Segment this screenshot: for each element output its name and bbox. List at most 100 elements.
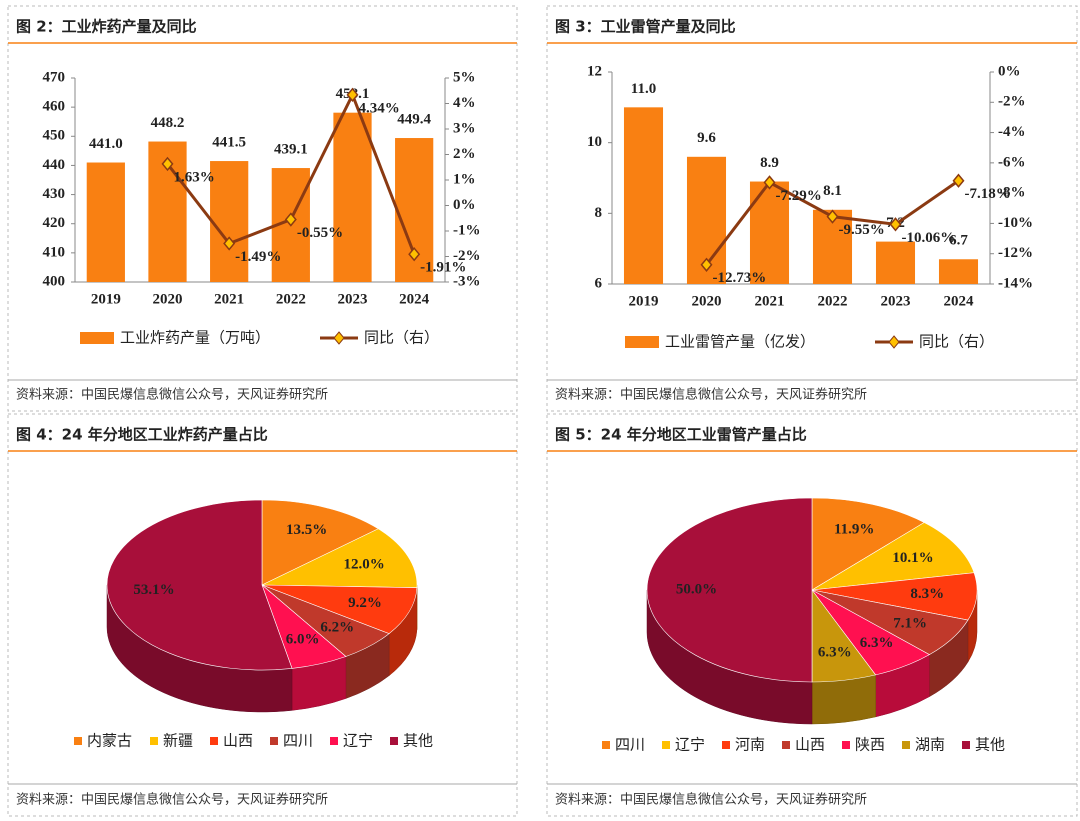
legend-swatch — [74, 737, 82, 745]
line-value-label: -9.55% — [839, 222, 885, 238]
legend-label: 新疆 — [163, 732, 193, 750]
panel-frame — [546, 413, 1078, 817]
legend-swatch — [602, 741, 610, 749]
y2-tick-label: -12% — [998, 245, 1033, 261]
y2-tick-label: 1% — [453, 171, 476, 187]
bar-value-label: 441.5 — [212, 134, 246, 150]
x-tick-label: 2022 — [818, 293, 848, 309]
legend-label: 四川 — [615, 736, 645, 754]
x-tick-label: 2020 — [153, 291, 183, 307]
x-tick-label: 2021 — [755, 293, 785, 309]
source-note: 资料来源：中国民爆信息微信公众号，天风证券研究所 — [555, 792, 867, 808]
panel-frame — [7, 5, 518, 412]
pie-side — [811, 674, 876, 725]
bar-value-label: 449.4 — [397, 111, 431, 127]
pie-slice — [106, 499, 293, 671]
legend-swatch — [390, 737, 398, 745]
bar — [875, 241, 916, 284]
bar-value-label: 9.6 — [697, 130, 716, 146]
pie-sides — [646, 589, 978, 725]
pie-value-label: 6.0% — [286, 632, 320, 648]
pie-value-label: 6.3% — [818, 645, 852, 661]
y-tick-label: 410 — [43, 244, 66, 260]
legend-swatch — [270, 737, 278, 745]
line-value-label: -7.18% — [965, 186, 1011, 202]
line-value-label: -12.73% — [713, 270, 767, 286]
pie-value-label: 12.0% — [343, 556, 384, 572]
y-tick-label: 450 — [43, 128, 66, 144]
pie-tops — [106, 499, 418, 671]
legend-swatch — [722, 741, 730, 749]
legend-swatch — [330, 737, 338, 745]
bar — [333, 112, 372, 283]
y2-tick-label: -14% — [998, 275, 1033, 291]
y-tick-label: 470 — [43, 69, 66, 85]
x-tick-label: 2021 — [214, 291, 244, 307]
legend-label: 湖南 — [915, 736, 945, 754]
line-point — [700, 257, 713, 272]
panel-frame — [7, 413, 518, 817]
y2-tick-label: -3% — [453, 273, 481, 289]
y2-tick-label: 2% — [453, 146, 476, 162]
panel-frame — [546, 5, 1078, 412]
line-value-label: -1.49% — [235, 249, 281, 265]
x-tick-label: 2022 — [276, 291, 306, 307]
line-value-label: -7.29% — [776, 188, 822, 204]
y2-tick-label: -2% — [453, 248, 481, 264]
pie-value-label: 6.3% — [860, 635, 894, 651]
bar-value-label: 8.9 — [760, 155, 779, 171]
line-value-label: 4.34% — [359, 100, 400, 116]
pie-slice — [261, 499, 379, 586]
line-point — [408, 247, 421, 262]
line-point — [826, 209, 839, 224]
line-point — [284, 212, 297, 227]
bar — [623, 107, 664, 284]
legend-label: 工业炸药产量（万吨） — [120, 329, 270, 347]
legend-label: 内蒙古 — [87, 732, 132, 750]
bar-value-label: 6.7 — [949, 233, 968, 249]
pie-value-label: 8.3% — [910, 586, 944, 602]
line-point — [346, 87, 359, 103]
bar — [210, 161, 249, 282]
legend-swatch — [80, 332, 114, 344]
line-value-label: -0.55% — [297, 225, 343, 241]
legend-swatch — [662, 741, 670, 749]
legend-swatch — [210, 737, 218, 745]
pie-slice — [811, 572, 978, 621]
x-tick-label: 2024 — [944, 293, 975, 309]
y2-tick-label: -6% — [998, 154, 1026, 170]
legend-label: 陕西 — [855, 736, 885, 754]
figure-title: 图 4：24 年分地区工业炸药产量占比 — [16, 426, 268, 444]
figure-title: 图 5：24 年分地区工业雷管产量占比 — [555, 426, 807, 444]
line-point — [223, 236, 236, 251]
legend-label: 同比（右） — [919, 333, 994, 351]
y-tick-label: 8 — [595, 205, 603, 221]
x-tick-label: 2019 — [91, 291, 121, 307]
legend-swatch — [888, 335, 900, 349]
bar-value-label: 439.1 — [274, 141, 308, 157]
pie-value-label: 53.1% — [133, 582, 174, 598]
source-note: 资料来源：中国民爆信息微信公众号，天风证券研究所 — [555, 387, 867, 403]
y2-tick-label: 3% — [453, 120, 476, 136]
pie-slice — [811, 522, 975, 591]
x-tick-label: 2019 — [629, 293, 659, 309]
pie-value-label: 10.1% — [892, 550, 933, 566]
line-point — [952, 173, 965, 188]
legend-label: 河南 — [735, 736, 765, 754]
y-tick-label: 6 — [595, 275, 603, 291]
legend-label: 其他 — [403, 732, 433, 750]
bar — [86, 162, 125, 282]
bar-value-label: 441.0 — [89, 136, 123, 152]
y2-tick-label: -8% — [998, 185, 1026, 201]
pie-value-label: 13.5% — [286, 522, 327, 538]
legend-label: 辽宁 — [675, 736, 705, 754]
line-point — [889, 217, 902, 232]
source-note: 资料来源：中国民爆信息微信公众号，天风证券研究所 — [16, 792, 328, 808]
y-tick-label: 430 — [43, 186, 66, 202]
legend-label: 辽宁 — [343, 732, 373, 750]
y2-tick-label: 0% — [453, 197, 476, 213]
x-tick-label: 2020 — [692, 293, 722, 309]
y2-tick-label: -10% — [998, 215, 1033, 231]
y-tick-label: 420 — [43, 215, 66, 231]
figure-title: 图 3：工业雷管产量及同比 — [555, 18, 736, 36]
